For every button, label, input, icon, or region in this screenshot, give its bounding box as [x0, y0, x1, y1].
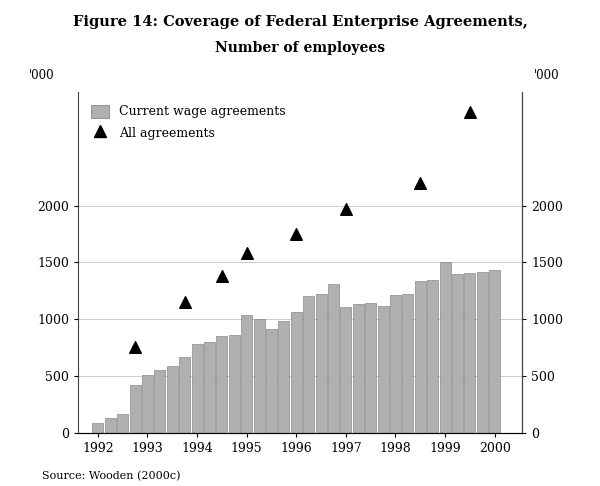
Text: Number of employees: Number of employees	[215, 41, 385, 55]
Bar	[390, 295, 401, 433]
Bar	[303, 296, 314, 433]
Text: '000: '000	[29, 69, 55, 82]
Bar	[217, 335, 227, 433]
Point	[341, 205, 350, 213]
Bar	[291, 312, 302, 433]
Bar	[105, 418, 116, 433]
Bar	[254, 319, 265, 433]
Bar	[229, 335, 240, 433]
Bar	[452, 274, 463, 433]
Bar	[154, 369, 166, 433]
Bar	[142, 375, 153, 433]
Bar	[328, 284, 339, 433]
Legend: Current wage agreements, All agreements: Current wage agreements, All agreements	[84, 99, 292, 146]
Bar	[353, 304, 364, 433]
Bar	[179, 357, 190, 433]
Bar	[167, 365, 178, 433]
Bar	[266, 330, 277, 433]
Bar	[117, 415, 128, 433]
Point	[416, 179, 425, 187]
Bar	[415, 280, 426, 433]
Bar	[278, 321, 289, 433]
Text: '000: '000	[534, 69, 560, 82]
Bar	[377, 306, 389, 433]
Bar	[427, 280, 438, 433]
Bar	[464, 273, 475, 433]
Bar	[92, 423, 103, 433]
Point	[217, 272, 227, 280]
Bar	[204, 342, 215, 433]
Text: Source: Wooden (2000c): Source: Wooden (2000c)	[42, 471, 181, 481]
Point	[465, 108, 475, 116]
Text: Figure 14: Coverage of Federal Enterprise Agreements,: Figure 14: Coverage of Federal Enterpris…	[73, 15, 527, 29]
Bar	[130, 385, 140, 433]
Point	[292, 230, 301, 238]
Point	[242, 249, 251, 257]
Bar	[440, 262, 451, 433]
Point	[130, 344, 140, 351]
Bar	[365, 303, 376, 433]
Bar	[477, 272, 488, 433]
Bar	[489, 270, 500, 433]
Point	[180, 298, 190, 306]
Bar	[340, 307, 352, 433]
Bar	[403, 294, 413, 433]
Bar	[241, 315, 252, 433]
Bar	[316, 294, 326, 433]
Bar	[191, 344, 203, 433]
